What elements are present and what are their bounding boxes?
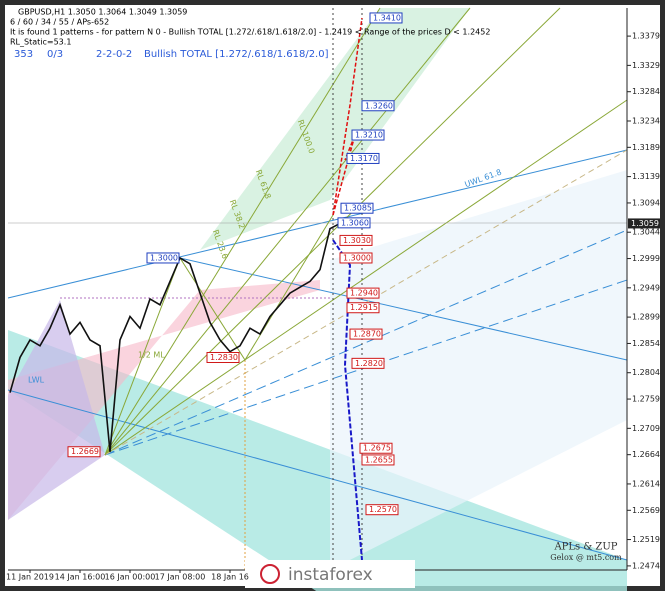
level-label: 1.3030 <box>343 236 371 245</box>
watermark: instaforex <box>288 565 373 585</box>
level-label: 1.3000 <box>150 253 178 262</box>
y-tick-label: 1.2474 <box>632 561 660 570</box>
status-item: 353 <box>14 49 33 60</box>
fork-line <box>7 149 628 299</box>
level-box <box>369 12 403 24</box>
annotation: 1/2 ML <box>138 351 165 360</box>
info-line: It is found 1 patterns - for pattern N 0… <box>10 28 490 37</box>
y-tick-label: 1.3139 <box>632 172 660 181</box>
x-tick-label: 14 Jan 16:00 <box>55 573 106 582</box>
x-tick-label: 18 Jan 16 <box>211 573 249 582</box>
y-tick-label: 1.2899 <box>632 313 660 322</box>
level-label: 1.2870 <box>353 330 381 339</box>
level-label: 1.2830 <box>210 353 238 362</box>
level-label: 1.3000 <box>343 253 371 262</box>
level-box <box>361 100 395 112</box>
info-line: RL_Static=53.1 <box>10 38 71 47</box>
y-tick-label: 1.2854 <box>632 339 660 348</box>
lavender-zone <box>8 300 105 520</box>
annotation: LWL <box>28 376 45 385</box>
watermark-logo <box>260 564 280 584</box>
level-box <box>346 287 380 299</box>
y-tick-label: 1.2999 <box>632 254 660 263</box>
level-box <box>351 357 385 369</box>
level-box <box>337 217 371 229</box>
level-label: 1.2570 <box>369 505 397 514</box>
teal-channel <box>8 330 627 591</box>
level-box <box>206 351 240 363</box>
level-label: 1.2915 <box>350 303 378 312</box>
level-box <box>346 152 380 164</box>
x-tick-label: 17 Jan 08:00 <box>155 573 206 582</box>
y-tick-label: 1.2519 <box>632 535 660 544</box>
pattern-zigzag <box>332 134 356 216</box>
level-label: 1.3060 <box>341 218 369 227</box>
level-label: 1.2940 <box>350 289 378 298</box>
fork-line <box>104 229 628 456</box>
fork-line <box>7 389 628 561</box>
pattern-zigzag <box>104 214 334 456</box>
y-tick-label: 1.2614 <box>632 479 660 488</box>
level-box <box>340 202 374 214</box>
y-tick-label: 1.3329 <box>632 61 660 70</box>
level-label: 1.2669 <box>71 447 99 456</box>
symbol-line: GBPUSD,H1 1.3050 1.3064 1.3049 1.3059 <box>18 8 187 17</box>
fork-line <box>179 257 628 361</box>
green-fan <box>200 8 470 250</box>
current-price-label: 1.3059 <box>631 219 659 228</box>
fan-line <box>104 99 628 456</box>
level-box <box>339 234 373 246</box>
y-tick-label: 1.2569 <box>632 506 660 515</box>
status-item: Bullish TOTAL [1.272/.618/1.618/2.0] <box>144 49 329 60</box>
fan-line <box>104 7 561 456</box>
y-tick-label: 1.2664 <box>632 450 660 459</box>
level-label: 1.3210 <box>355 131 383 140</box>
level-label: 1.3260 <box>365 101 393 110</box>
y-tick-label: 1.3044 <box>632 228 660 237</box>
fork-lines <box>7 7 628 570</box>
level-label: 1.2675 <box>363 444 391 453</box>
y-tick-label: 1.3094 <box>632 198 660 207</box>
level-box <box>346 302 380 314</box>
y-tick-label: 1.2949 <box>632 283 660 292</box>
level-box <box>146 252 180 264</box>
level-box <box>67 446 101 458</box>
credit: APLs & ZUP <box>553 542 617 553</box>
credit: Gelox @ mt5.com <box>550 553 622 562</box>
level-box <box>365 504 399 516</box>
level-label: 1.2655 <box>365 455 393 464</box>
fan-line <box>104 7 381 456</box>
y-tick-label: 1.2759 <box>632 395 660 404</box>
x-tick-label: 11 Jan 2019 <box>6 573 54 582</box>
level-box <box>351 129 385 141</box>
current-price-box <box>628 218 660 229</box>
level-box <box>349 328 383 340</box>
status-item: 2-2-0-2 <box>96 49 132 60</box>
fan-line <box>104 7 471 456</box>
blue-zone <box>330 170 627 570</box>
y-tick-label: 1.3379 <box>632 32 660 41</box>
y-tick-label: 1.2709 <box>632 424 660 433</box>
level-label: 1.3085 <box>344 204 372 213</box>
info-line: 6 / 60 / 34 / 55 / APs-652 <box>10 18 109 27</box>
level-box <box>339 252 373 264</box>
pattern-zigzag <box>332 17 363 216</box>
level-label: 1.2820 <box>355 359 383 368</box>
level-label: 1.3170 <box>350 154 378 163</box>
y-tick-label: 1.2804 <box>632 368 660 377</box>
price-line <box>9 222 341 452</box>
y-tick-label: 1.3189 <box>632 143 660 152</box>
level-box <box>359 442 393 454</box>
y-tick-label: 1.3234 <box>632 116 660 125</box>
status-item: 0/3 <box>47 49 63 60</box>
level-label: 1.3410 <box>373 13 401 22</box>
y-tick-label: 1.3284 <box>632 87 660 96</box>
level-box <box>361 454 395 466</box>
x-tick-label: 16 Jan 00:00 <box>105 573 156 582</box>
